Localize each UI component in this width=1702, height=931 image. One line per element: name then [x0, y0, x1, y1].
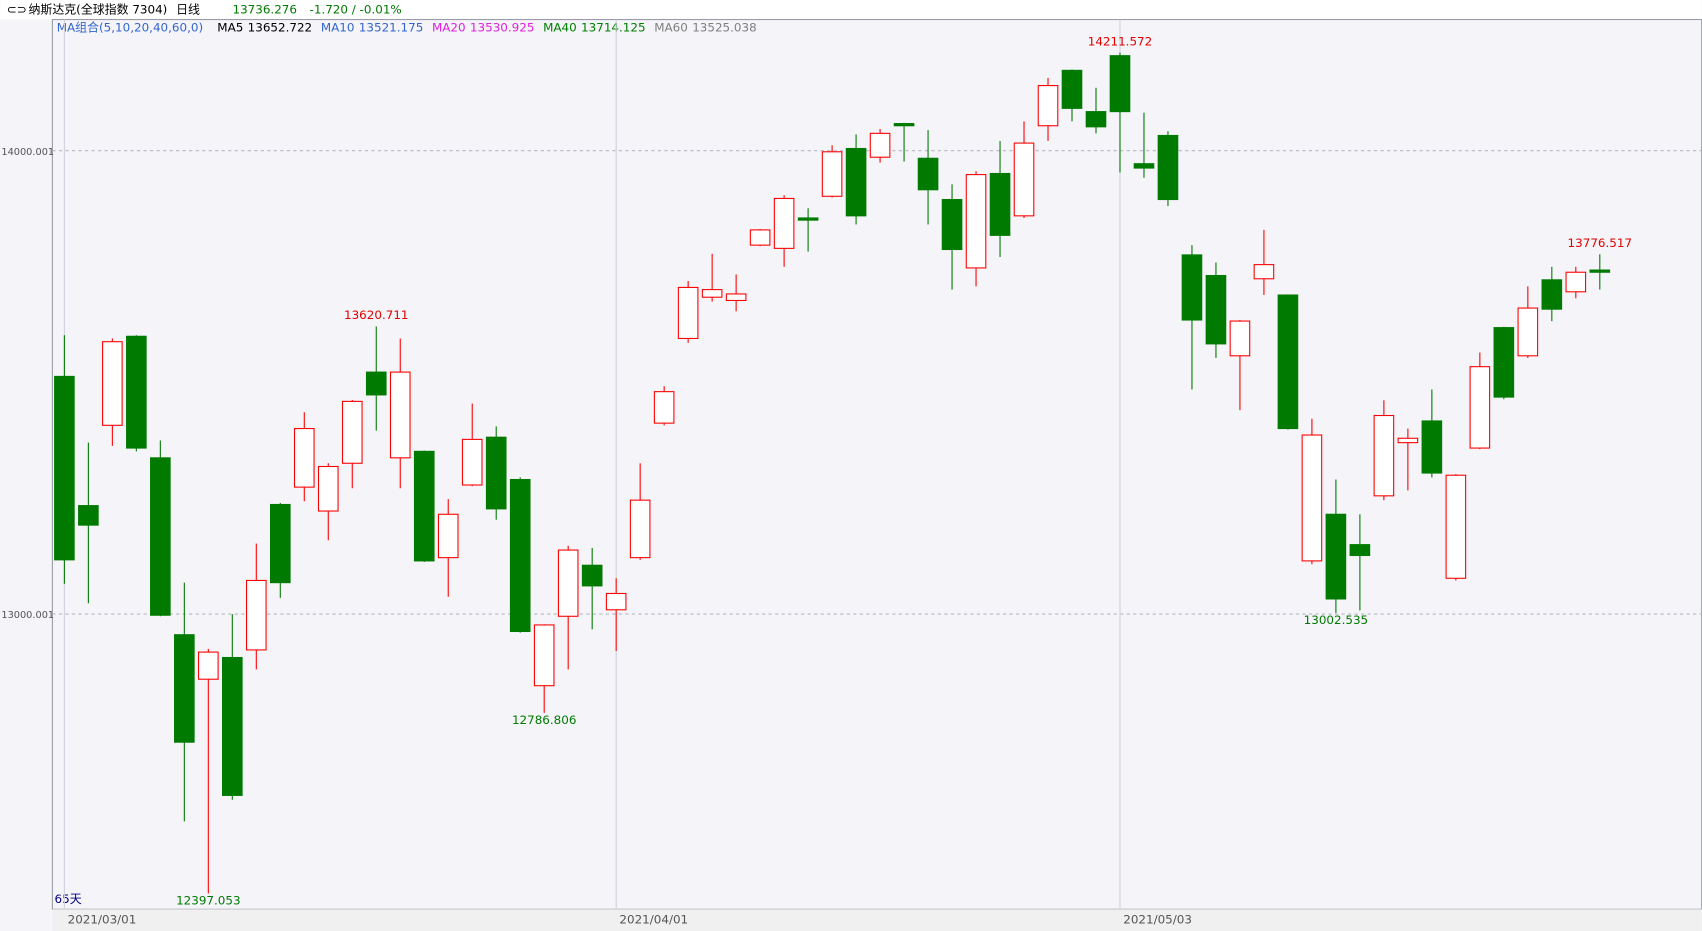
candle-body	[317, 465, 339, 512]
candle-body	[533, 624, 555, 687]
candle-body	[1493, 327, 1515, 398]
candle-body	[1469, 366, 1491, 449]
x-tick-label: 2021/05/03	[1123, 913, 1192, 927]
extreme-label: 13620.711	[344, 308, 408, 322]
candle-body	[1517, 307, 1539, 357]
ma-value: 13530.925	[470, 21, 534, 35]
price-change: -1.720 / -0.01%	[310, 2, 402, 16]
candle-body	[174, 634, 195, 743]
candle-body	[1085, 111, 1107, 128]
ma-value: 13652.722	[248, 21, 312, 35]
candle-body	[1541, 279, 1563, 310]
candle-body	[269, 503, 291, 584]
candle-body	[341, 400, 363, 464]
candle-body	[1061, 69, 1083, 109]
candle-body	[989, 172, 1011, 236]
toolbar	[0, 0, 1702, 20]
extreme-label: 14211.572	[1088, 34, 1152, 48]
candle-body	[581, 564, 603, 587]
ma-name: MA5	[217, 21, 243, 35]
candle-body	[1349, 544, 1371, 557]
candle-body	[245, 579, 267, 651]
y-tick-label: 14000.001	[1, 147, 54, 158]
candle-body	[437, 513, 459, 559]
candle-body	[965, 174, 987, 269]
candle-body	[1037, 85, 1059, 127]
candle-body	[917, 157, 939, 191]
candle-body	[1181, 254, 1203, 321]
candle-body	[1445, 474, 1467, 579]
candle-body	[1325, 513, 1347, 600]
candle-body	[677, 286, 699, 339]
candle-body	[1589, 269, 1611, 273]
days-count: 65天	[55, 892, 82, 906]
candle-body	[701, 289, 723, 298]
x-tick-label: 2021/03/01	[68, 913, 137, 927]
ma-group[interactable]: MA组合(5,10,20,40,60,0)	[57, 21, 203, 35]
candle-body	[485, 436, 507, 510]
candle-body	[293, 428, 315, 488]
candle-body	[893, 123, 915, 127]
candle-body	[941, 198, 963, 251]
ma-name: MA20	[432, 21, 466, 35]
link-icon: ⊂⊃	[7, 2, 27, 16]
candle-body	[150, 457, 171, 616]
candle-body	[461, 438, 483, 486]
period[interactable]: 日线	[176, 2, 200, 16]
candle-body	[1229, 320, 1251, 357]
candle-body	[773, 197, 795, 249]
candle-body	[1421, 420, 1443, 474]
candle-body	[869, 132, 891, 158]
candle-body	[126, 335, 147, 449]
candle-body	[198, 651, 219, 680]
candle-body	[1133, 163, 1155, 169]
extreme-label: 13002.535	[1304, 613, 1368, 627]
candle-body	[725, 293, 747, 301]
candle-body	[629, 499, 651, 559]
candle-body	[1109, 55, 1131, 113]
extreme-label: 12397.053	[176, 894, 240, 908]
candle-body	[222, 656, 243, 796]
candle-body	[1013, 142, 1035, 217]
ma-name: MA10	[321, 21, 355, 35]
candle-body	[605, 592, 627, 611]
candle-body	[413, 450, 435, 562]
candle-body	[1157, 134, 1179, 201]
ma-name: MA40	[543, 21, 577, 35]
candle-body	[797, 217, 819, 221]
candle-body	[1277, 294, 1299, 430]
instrument[interactable]: 纳斯达克(全球指数 7304)	[29, 2, 168, 16]
candle-body	[1301, 434, 1323, 562]
candle-body	[78, 505, 99, 526]
candle-body	[54, 375, 75, 561]
ma-value: 13525.038	[692, 21, 756, 35]
candle-body	[102, 341, 123, 426]
candle-body	[365, 371, 387, 396]
ma-name: MA60	[654, 21, 688, 35]
candle-body	[845, 147, 867, 217]
x-tick-label: 2021/04/01	[619, 913, 688, 927]
candle-body	[749, 229, 771, 246]
candle-body	[1373, 414, 1395, 497]
extreme-label: 13776.517	[1568, 236, 1632, 250]
candle-body	[653, 391, 675, 424]
candle-body	[1205, 274, 1227, 345]
candle-body	[509, 478, 531, 633]
candle-body	[557, 549, 579, 617]
candle-body	[821, 151, 843, 197]
last-price: 13736.276	[233, 2, 297, 16]
y-tick-label: 13000.001	[1, 610, 54, 621]
candle-body	[1397, 437, 1419, 444]
candle-body	[389, 371, 411, 459]
extreme-label: 12786.806	[512, 713, 576, 727]
ma-value: 13714.125	[581, 21, 645, 35]
candle-body	[1253, 264, 1275, 280]
date-axis	[52, 909, 1702, 931]
candle-body	[1565, 271, 1587, 293]
ma-value: 13521.175	[359, 21, 423, 35]
